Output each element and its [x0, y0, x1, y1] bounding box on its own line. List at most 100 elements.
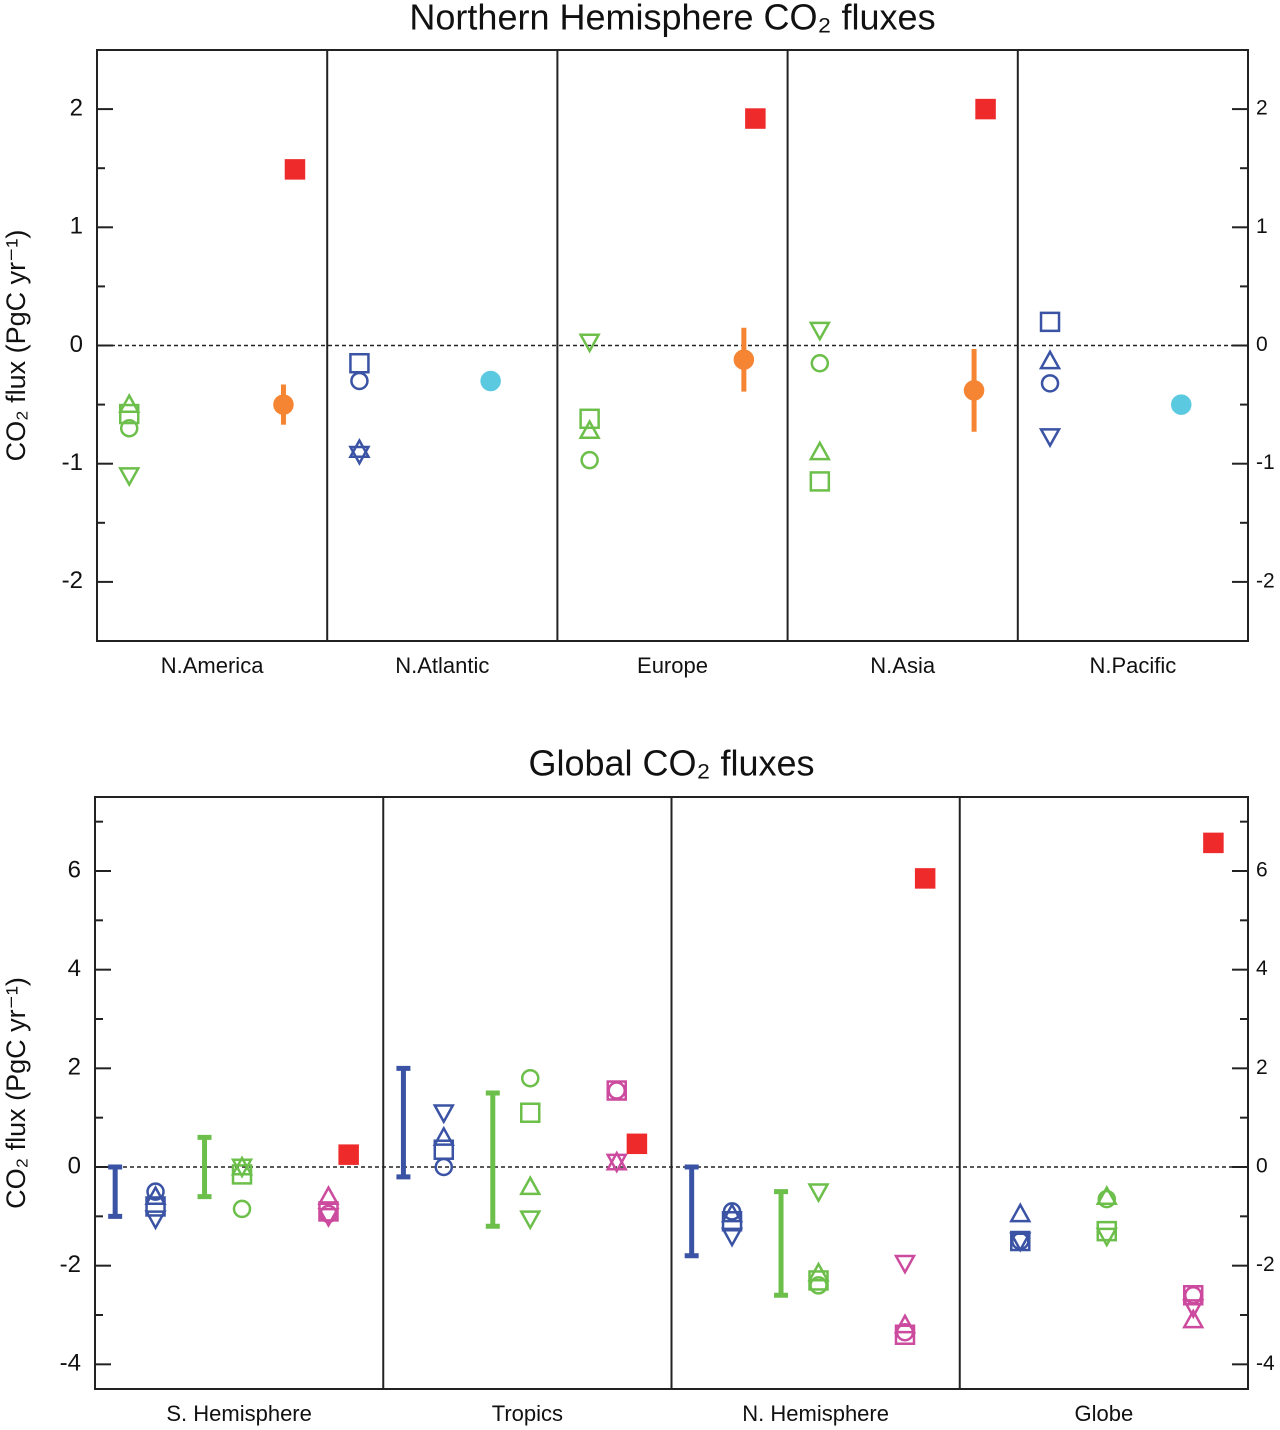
y-tick-label-right: -4: [1256, 1352, 1275, 1375]
category-label: Europe: [637, 653, 708, 678]
marker: [745, 108, 766, 129]
marker: [145, 1196, 166, 1217]
marker: [230, 1158, 254, 1179]
marker: [1095, 1185, 1118, 1206]
y-tick-label: 2: [70, 94, 83, 121]
y-tick-label: 0: [70, 331, 83, 358]
y-tick-label: 0: [68, 1152, 81, 1179]
marker: [720, 1227, 744, 1248]
range-bar: [396, 1065, 411, 1180]
marker: [521, 1068, 540, 1088]
range-bar: [485, 1090, 500, 1229]
y-axis-label: CO₂ flux (PgC yr⁻¹): [1, 230, 31, 462]
marker: [119, 418, 139, 438]
marker: [914, 868, 936, 889]
marker: [432, 1125, 455, 1146]
marker: [1096, 1220, 1118, 1242]
marker: [144, 1210, 167, 1231]
marker: [480, 370, 501, 392]
marker: [118, 393, 141, 414]
marker: [432, 1104, 455, 1125]
marker: [1203, 832, 1224, 854]
marker: [1039, 311, 1061, 333]
category-label: N.Atlantic: [395, 653, 489, 678]
marker: [579, 408, 600, 430]
marker: [273, 394, 294, 415]
marker: [578, 333, 601, 354]
chart-title: Northern Hemisphere CO₂ fluxes: [409, 0, 935, 38]
marker: [338, 1144, 359, 1165]
marker: [118, 467, 141, 488]
marker: [348, 437, 371, 458]
marker: [808, 321, 831, 342]
marker: [1182, 1285, 1204, 1306]
marker: [1038, 428, 1062, 449]
marker: [1038, 349, 1062, 370]
y-tick-label-right: 0: [1256, 333, 1268, 356]
y-tick-label-right: 0: [1256, 1155, 1268, 1178]
marker: [580, 450, 599, 470]
marker: [1170, 394, 1192, 415]
category-label: S. Hemisphere: [166, 1401, 312, 1426]
y-tick-label: 1: [70, 213, 83, 240]
marker: [606, 1080, 627, 1101]
marker: [348, 445, 371, 466]
y-tick-label-right: 4: [1256, 957, 1268, 980]
y-tick-label: 4: [68, 955, 81, 982]
y-tick-label-right: 1: [1256, 215, 1268, 238]
marker: [317, 1185, 340, 1206]
category-label: N.America: [161, 653, 264, 678]
marker: [810, 353, 830, 373]
marker: [963, 380, 985, 401]
marker: [733, 349, 755, 370]
marker: [894, 1324, 916, 1345]
marker: [807, 1183, 830, 1204]
marker: [519, 1175, 542, 1196]
y-tick-label-right: -2: [1256, 569, 1275, 592]
range-bar: [774, 1189, 789, 1298]
y-tick-label-right: -1: [1256, 451, 1275, 474]
marker: [721, 1211, 743, 1232]
marker: [975, 98, 996, 120]
marker: [1182, 1299, 1205, 1320]
marker: [231, 1164, 253, 1185]
y-axis-label: CO₂ flux (PgC yr⁻¹): [1, 977, 31, 1209]
marker: [349, 352, 370, 374]
marker: [578, 419, 601, 440]
marker: [808, 440, 831, 461]
marker: [118, 403, 140, 425]
marker: [626, 1133, 648, 1155]
category-label: N.Asia: [870, 653, 936, 678]
y-tick-label: 6: [68, 856, 81, 883]
marker: [893, 1254, 917, 1275]
marker: [1009, 1232, 1032, 1253]
marker: [144, 1185, 167, 1206]
category-label: Globe: [1075, 1401, 1134, 1426]
y-tick-label: -1: [62, 449, 83, 476]
marker: [1040, 374, 1060, 393]
marker: [433, 1139, 455, 1160]
marker: [1182, 1308, 1205, 1329]
marker: [284, 159, 306, 180]
marker: [317, 1207, 340, 1228]
marker: [350, 371, 369, 391]
marker: [520, 1102, 541, 1123]
marker: [1095, 1227, 1118, 1248]
category-label: Tropics: [492, 1401, 563, 1426]
range-bar: [684, 1164, 699, 1259]
marker: [808, 1270, 829, 1291]
y-tick-label-right: -2: [1256, 1253, 1275, 1276]
range-bar: [197, 1134, 212, 1200]
marker: [809, 471, 831, 492]
range-bar: [108, 1164, 123, 1219]
marker: [607, 1081, 626, 1100]
y-tick-label: -2: [62, 567, 83, 594]
marker: [1097, 1189, 1117, 1209]
y-tick-label-right: 2: [1256, 97, 1268, 120]
marker: [893, 1313, 917, 1334]
y-tick-label: -4: [60, 1350, 81, 1377]
y-tick-label: -2: [60, 1251, 81, 1278]
y-tick-label-right: 6: [1256, 859, 1268, 882]
y-tick-label: 2: [68, 1054, 81, 1081]
